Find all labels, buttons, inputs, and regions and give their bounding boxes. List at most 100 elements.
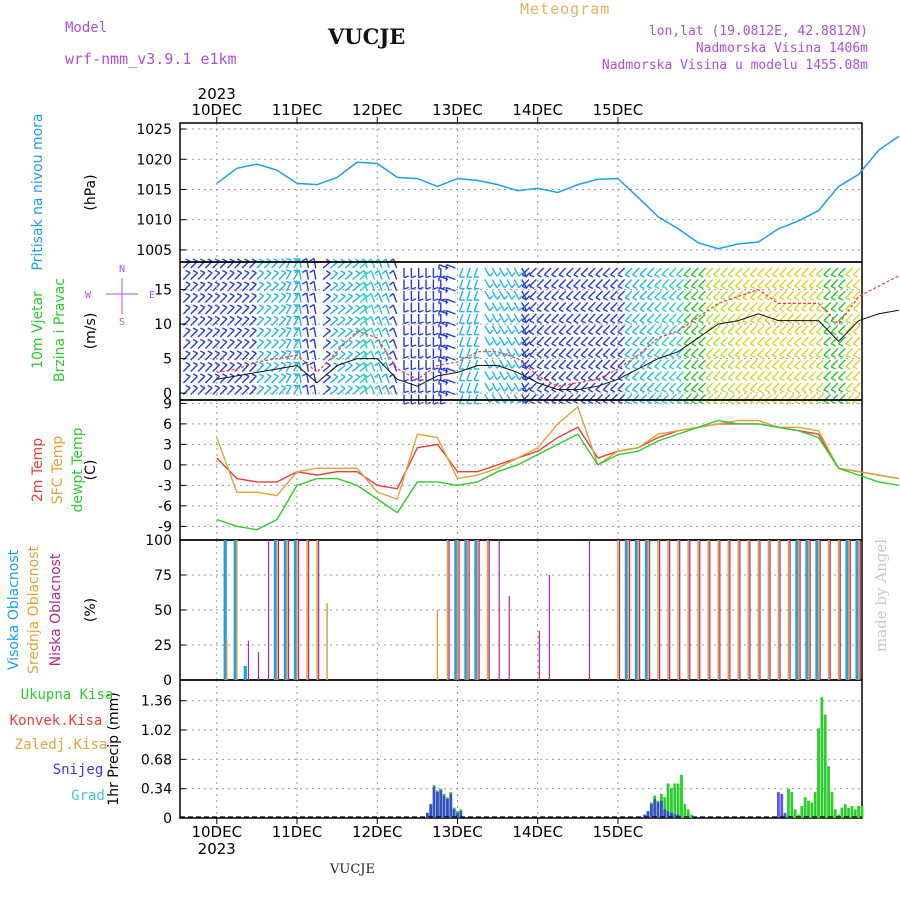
precip-total-bar xyxy=(810,802,814,818)
wind-ylabel-2: Brzina i Pravac xyxy=(52,278,68,382)
cloud-low-bar xyxy=(308,540,310,680)
temp-ylabel-dewpt: dewpt Temp xyxy=(70,427,86,512)
precip-snow-bar xyxy=(436,792,439,818)
compass-n: N xyxy=(119,264,125,275)
precip-snow-bar xyxy=(676,814,680,818)
precip-total-bar xyxy=(827,766,830,818)
cloud-low-bar xyxy=(468,540,470,680)
x-tick-label-bottom: 12DEC xyxy=(352,823,403,841)
cloud-high-bar xyxy=(634,540,639,680)
cloud-mid-bar xyxy=(476,540,479,680)
cloud-low-bar xyxy=(759,540,761,680)
cloud-low-bar xyxy=(628,540,631,680)
cloud-low-bar xyxy=(318,540,320,680)
precip-total-bar xyxy=(843,804,847,818)
cloud-low-bar xyxy=(739,540,741,680)
precip-snow-bar xyxy=(452,809,456,818)
x-tick-label-top: 14DEC xyxy=(512,101,563,119)
cloud-low-bar xyxy=(669,540,671,680)
x-tick-label-top: 12DEC xyxy=(352,101,403,119)
x-tick-label-bottom: 15DEC xyxy=(593,823,644,841)
temp-ylabel-sfc: SFC Temp xyxy=(50,436,66,505)
cloud-low-bar xyxy=(709,540,711,680)
precip-total-bar xyxy=(823,714,827,818)
precip-snow-bar xyxy=(663,809,667,818)
unit-label: 1hr Precip (mm) xyxy=(106,692,122,805)
precip-snow-bar xyxy=(425,812,429,818)
wind-barbs xyxy=(182,257,861,405)
cloud-mid-bar xyxy=(687,540,689,680)
cloud-high-bar xyxy=(855,540,859,680)
cloud-low-bar xyxy=(829,540,831,680)
y-tick-label: 0.34 xyxy=(141,782,172,798)
x-tick-label-bottom: 11DEC xyxy=(272,823,323,841)
precip-total-bar xyxy=(676,783,680,818)
precip-total-bar xyxy=(666,783,670,818)
cloud-mid-bar xyxy=(466,540,469,680)
y-tick-label: 1025 xyxy=(136,122,172,138)
precip-snow-bar xyxy=(660,800,663,818)
cloud-mid-bar xyxy=(837,540,840,680)
x-tick-label-top: 15DEC xyxy=(593,101,644,119)
y-tick-label: 0 xyxy=(163,458,172,474)
cloud-low-bar xyxy=(478,540,480,680)
precip-total-bar xyxy=(787,788,790,818)
x-year-top: 2023 xyxy=(198,85,236,103)
precip-snow-bar xyxy=(429,804,433,818)
cloud-mid-bar xyxy=(326,603,328,680)
x-tick-label-bottom: 14DEC xyxy=(512,823,563,841)
precip-total-bar xyxy=(690,814,693,818)
x-tick-label-top: 13DEC xyxy=(432,101,483,119)
cloud-mid-bar xyxy=(777,540,780,680)
cloud-low-bar xyxy=(257,652,260,680)
precip-snow-bar xyxy=(432,786,436,818)
cloud-low-bar xyxy=(859,540,861,680)
precip-total-bar xyxy=(833,809,837,818)
precip-legend-1: Konvek.Kisa xyxy=(10,713,103,729)
cloud-mid-bar xyxy=(647,540,649,680)
cloud-low-bar xyxy=(588,540,591,680)
sfc-temp-line xyxy=(216,405,899,500)
cloud-low-bar xyxy=(618,540,621,680)
cloud-mid-bar xyxy=(787,540,790,680)
cloud-low-bar xyxy=(749,540,751,680)
cloud-low-bar xyxy=(809,540,811,680)
x-tick-label-bottom: 13DEC xyxy=(432,823,483,841)
cloud-high-bar xyxy=(233,540,237,680)
wind-gust-line xyxy=(216,275,900,387)
cloud-high-bar xyxy=(805,540,809,680)
y-tick-label: 0 xyxy=(163,811,172,827)
cloud-high-bar xyxy=(845,540,849,680)
cloud-low-bar xyxy=(659,540,661,680)
meteogram-title: Meteogram xyxy=(520,0,611,18)
precip-legend-2: Zaledj.Kisa xyxy=(15,737,108,753)
cloud-low-bar xyxy=(287,540,290,680)
precip-total-bar xyxy=(853,809,857,818)
y-tick-label: 1.02 xyxy=(141,723,172,739)
precip-snow-bar xyxy=(673,814,677,818)
cloud-mid-bar xyxy=(657,540,659,680)
cloud-low-bar xyxy=(488,540,490,680)
precip-total-bar xyxy=(683,804,687,818)
elevation: Nadmorska Visina 1406m xyxy=(695,41,868,56)
cloud-high-bar xyxy=(624,540,628,680)
cloud-low-bar xyxy=(819,540,821,680)
cloud-mid-bar xyxy=(456,540,459,680)
y-tick-label: 3 xyxy=(163,437,172,453)
cloud-mid-bar xyxy=(767,540,770,680)
precip-total-bar xyxy=(663,797,667,818)
y-tick-label: 0.68 xyxy=(141,752,172,768)
cloud-low-bar xyxy=(498,540,500,680)
cloud-high-bar xyxy=(454,540,458,680)
precip-snow-bar xyxy=(456,812,459,818)
precip-total-bar xyxy=(850,805,854,818)
cloud-low-bar xyxy=(789,540,791,680)
precip-total-bar xyxy=(807,800,810,818)
cloud-mid-bar xyxy=(707,540,709,680)
cloud-mid-bar xyxy=(296,540,298,680)
cloud-high-bar xyxy=(815,540,819,680)
temp-ylabel-2m: 2m Temp xyxy=(30,438,46,502)
pressure-ylabel: Pritisak na nivou mora xyxy=(30,113,46,270)
precip-legend-0: Ukupna Kisa xyxy=(21,687,114,703)
